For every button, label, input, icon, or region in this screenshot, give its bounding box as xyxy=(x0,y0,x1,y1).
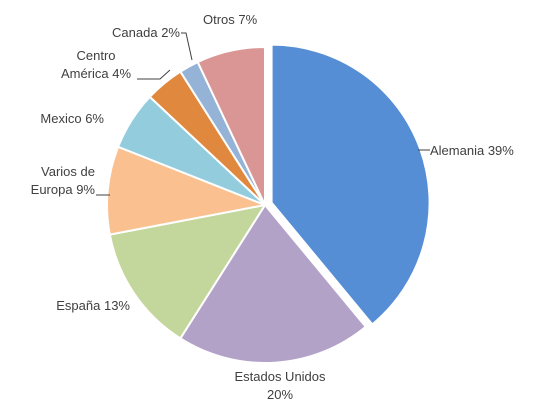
slice-label: Varios de Europa 9% xyxy=(15,163,95,199)
value-label: 20% xyxy=(266,387,294,401)
pie-slice xyxy=(196,45,266,206)
category-label: Canada xyxy=(112,25,158,40)
pie-slice xyxy=(106,145,269,236)
slice-label: Alemania 39% xyxy=(430,142,534,160)
value-label: 13% xyxy=(103,298,130,313)
pie-slice xyxy=(108,203,268,340)
category-label: Mexico xyxy=(40,111,82,126)
pie-slice xyxy=(178,203,368,364)
value-label: 2% xyxy=(161,25,180,40)
slice-label: Canada 2% xyxy=(80,24,180,42)
leader-line xyxy=(137,69,171,80)
category-label: Varios de Europa xyxy=(30,164,95,197)
leader-line xyxy=(181,32,193,61)
slice-label: Estados Unidos 20% xyxy=(230,368,330,401)
pie-slice xyxy=(270,43,431,326)
slice-label: España 13% xyxy=(30,297,130,315)
category-label: España xyxy=(56,298,101,313)
slice-label: Mexico 6% xyxy=(14,110,104,128)
slice-label: Centro América 4% xyxy=(56,47,136,83)
value-label: 7% xyxy=(238,12,258,27)
category-label: Estados Unidos xyxy=(234,369,326,384)
value-label: 9% xyxy=(76,182,95,197)
value-label: 4% xyxy=(112,66,132,81)
value-label: 39% xyxy=(487,143,514,158)
category-label: Centro América xyxy=(60,48,116,81)
value-label: 6% xyxy=(85,111,104,126)
category-label: Alemania xyxy=(430,143,485,158)
slice-label: Otros 7% xyxy=(203,11,283,29)
category-label: Otros xyxy=(203,12,235,27)
